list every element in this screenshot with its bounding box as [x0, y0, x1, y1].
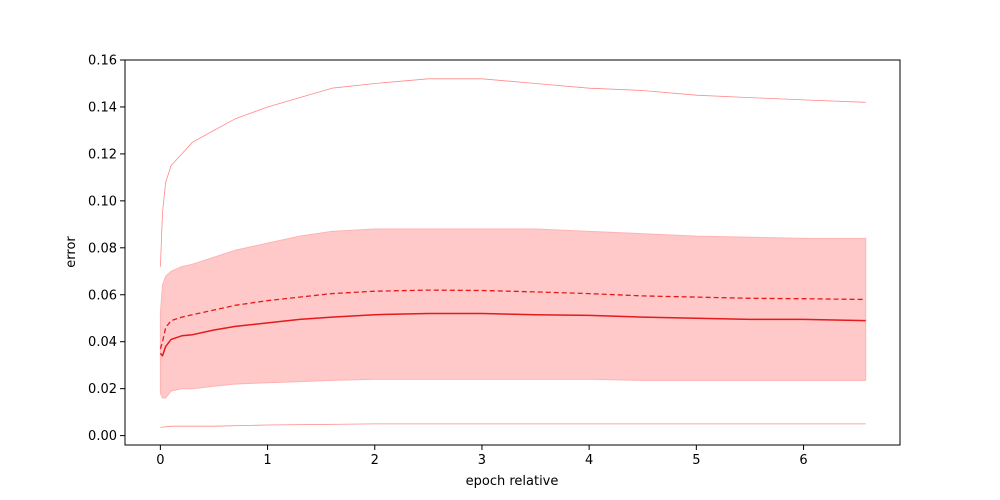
x-axis-label: epoch relative — [466, 474, 559, 489]
y-tick-label: 0.02 — [88, 382, 117, 397]
series-line-3 — [160, 423, 866, 428]
x-tick-label: 3 — [478, 453, 486, 468]
plot-area — [159, 78, 867, 428]
x-tick-label: 1 — [263, 453, 271, 468]
y-tick-label: 0.12 — [88, 147, 117, 162]
x-tick-label: 4 — [585, 453, 593, 468]
axis-ticks: 0 1 2 3 4 5 6 0.00 0.02 0.04 0.06 0.08 0.10 0.12 0.14 0… — [88, 54, 808, 469]
y-tick-label: 0.10 — [88, 194, 117, 209]
y-tick-label: 0.00 — [88, 429, 117, 444]
y-tick-label: 0.04 — [88, 335, 117, 350]
series-line-0 — [159, 312, 866, 357]
series-line-2 — [160, 78, 866, 267]
y-tick-label: 0.16 — [88, 54, 117, 69]
x-tick-label: 6 — [799, 453, 807, 468]
y-tick-label: 0.06 — [88, 288, 117, 303]
y-tick-label: 0.08 — [88, 241, 117, 256]
x-tick-label: 0 — [156, 453, 164, 468]
axes-frame — [124, 59, 901, 446]
x-tick-label: 5 — [692, 453, 700, 468]
x-tick-label: 2 — [371, 453, 379, 468]
series-line-1 — [159, 289, 866, 349]
y-tick-label: 0.14 — [88, 100, 117, 115]
y-axis-label: error — [64, 236, 79, 268]
